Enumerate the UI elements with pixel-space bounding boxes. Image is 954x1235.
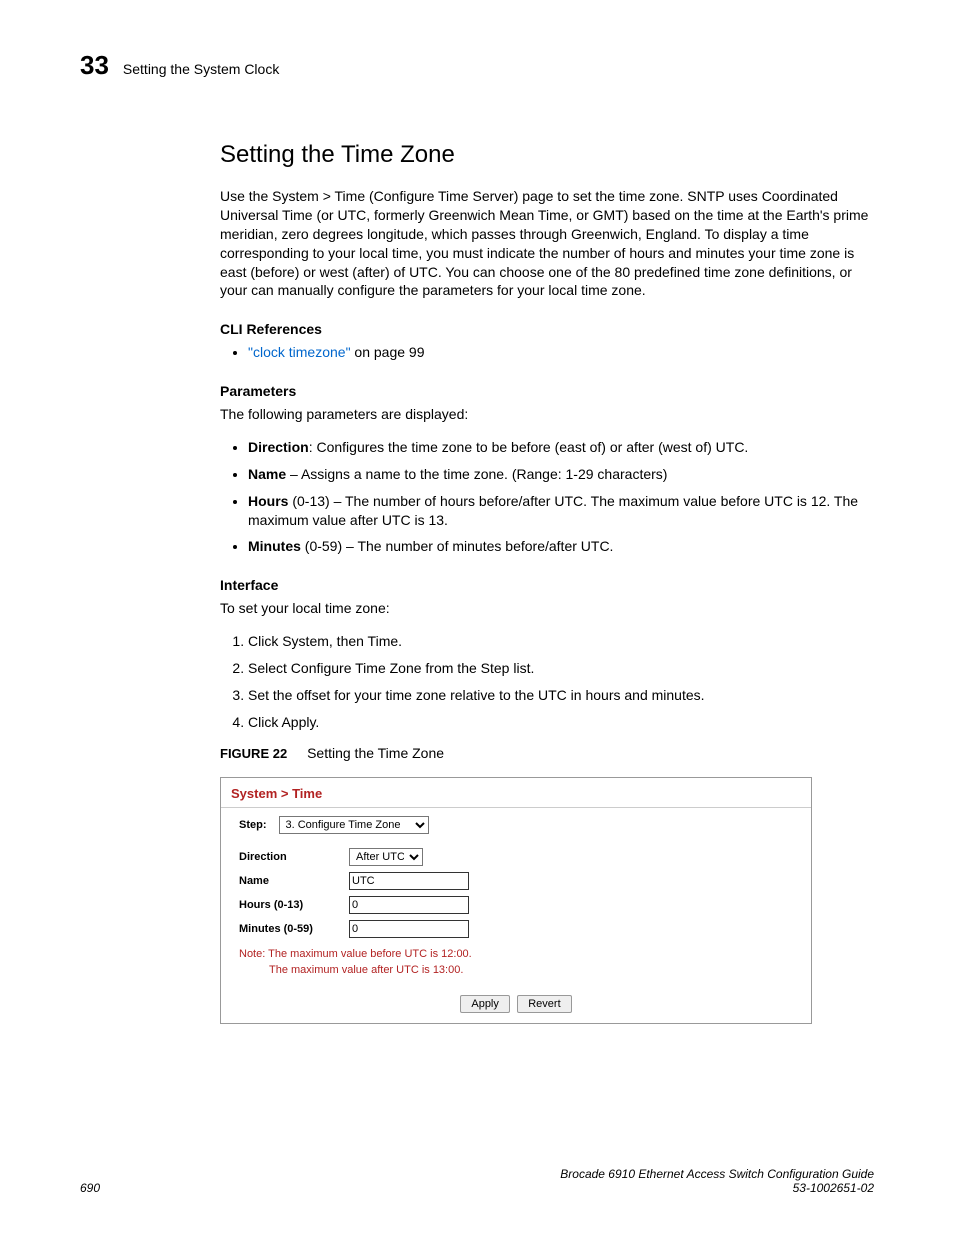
interface-heading: Interface	[220, 576, 874, 595]
param-name: Direction	[248, 439, 309, 455]
step-select[interactable]: 3. Configure Time Zone	[279, 816, 429, 834]
param-desc: Configures the time zone to be before (e…	[316, 439, 748, 455]
name-input[interactable]	[349, 872, 469, 890]
section-title: Setting the Time Zone	[220, 141, 874, 169]
param-item: Minutes (0-59) – The number of minutes b…	[248, 537, 874, 556]
section-intro: Use the System > Time (Configure Time Se…	[220, 187, 874, 300]
figure-heading: FIGURE 22 Setting the Time Zone	[220, 744, 874, 763]
param-desc: Assigns a name to the time zone. (Range:…	[301, 466, 668, 482]
cli-references-heading: CLI References	[220, 320, 874, 339]
direction-select[interactable]: After UTC	[349, 848, 423, 866]
step-label: Step:	[239, 819, 267, 831]
page-header: 33 Setting the System Clock	[80, 50, 874, 81]
param-item: Hours (0-13) – The number of hours befor…	[248, 492, 874, 530]
figure-label: FIGURE 22	[220, 746, 287, 761]
step-item: Set the offset for your time zone relati…	[248, 686, 874, 705]
revert-button[interactable]: Revert	[517, 995, 571, 1013]
param-desc: (0-59) – The number of minutes before/af…	[305, 538, 614, 554]
param-name: Minutes	[248, 538, 301, 554]
step-item: Click System, then Time.	[248, 632, 874, 651]
cli-link-suffix: on page 99	[351, 344, 425, 360]
breadcrumb: System > Time	[221, 778, 811, 807]
param-desc: (0-13) – The number of hours before/afte…	[248, 493, 858, 528]
page-footer: 690 Brocade 6910 Ethernet Access Switch …	[80, 1167, 874, 1195]
name-label: Name	[239, 875, 349, 887]
note-line-2: The maximum value after UTC is 13:00.	[269, 962, 801, 979]
hours-label: Hours (0-13)	[239, 899, 349, 911]
chapter-title: Setting the System Clock	[123, 61, 279, 77]
parameters-intro: The following parameters are displayed:	[220, 405, 874, 424]
minutes-input[interactable]	[349, 920, 469, 938]
direction-label: Direction	[239, 851, 349, 863]
param-name: Hours	[248, 493, 288, 509]
apply-button[interactable]: Apply	[460, 995, 510, 1013]
figure-screenshot: System > Time Step: 3. Configure Time Zo…	[220, 777, 812, 1024]
step-item: Select Configure Time Zone from the Step…	[248, 659, 874, 678]
hours-input[interactable]	[349, 896, 469, 914]
figure-note: Note: The maximum value before UTC is 12…	[239, 946, 801, 979]
page-number: 690	[80, 1181, 100, 1195]
note-line-1: Note: The maximum value before UTC is 12…	[239, 946, 801, 963]
figure-caption: Setting the Time Zone	[307, 745, 444, 761]
param-item: Direction: Configures the time zone to b…	[248, 438, 874, 457]
parameters-heading: Parameters	[220, 382, 874, 401]
minutes-label: Minutes (0-59)	[239, 923, 349, 935]
step-item: Click Apply.	[248, 713, 874, 732]
chapter-number: 33	[80, 50, 109, 81]
doc-title: Brocade 6910 Ethernet Access Switch Conf…	[560, 1167, 874, 1181]
doc-number: 53-1002651-02	[560, 1181, 874, 1195]
cli-reference-item: "clock timezone" on page 99	[248, 343, 874, 362]
param-item: Name – Assigns a name to the time zone. …	[248, 465, 874, 484]
interface-intro: To set your local time zone:	[220, 599, 874, 618]
cli-link[interactable]: "clock timezone"	[248, 344, 351, 360]
param-name: Name	[248, 466, 286, 482]
